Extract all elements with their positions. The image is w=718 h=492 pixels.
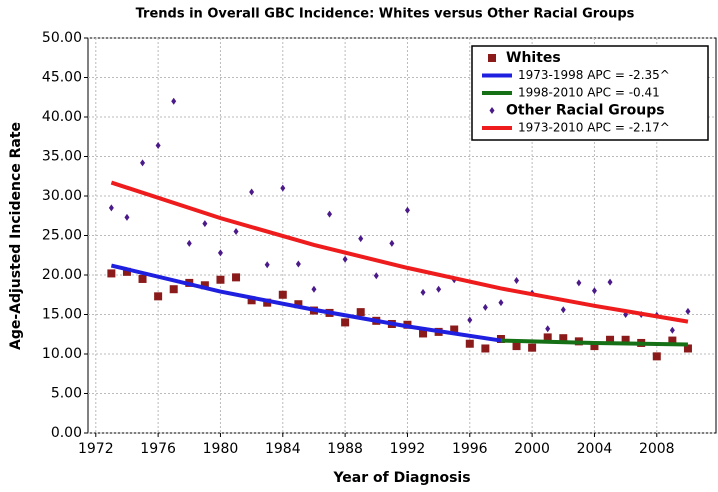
point	[171, 97, 177, 105]
point	[685, 307, 691, 315]
point	[450, 325, 459, 334]
point	[419, 329, 428, 338]
point	[186, 239, 192, 247]
point	[155, 141, 161, 149]
x-tick-label: 1988	[327, 441, 363, 457]
point	[498, 299, 504, 307]
y-tick-label: 40.00	[42, 109, 82, 125]
legend-label: 1998-2010 APC = -0.41	[518, 86, 660, 100]
point	[124, 213, 130, 221]
x-tick-label: 2004	[577, 441, 613, 457]
point	[467, 316, 473, 324]
point	[358, 235, 364, 243]
point	[528, 343, 537, 352]
point	[247, 296, 256, 305]
y-axis-label: Age-Adjusted Incidence Rate	[8, 122, 24, 350]
point	[482, 303, 488, 311]
legend-swatch	[488, 54, 496, 62]
y-tick-label: 0.00	[51, 425, 82, 441]
point	[278, 290, 287, 299]
legend-label: Whites	[506, 50, 561, 66]
point	[576, 279, 582, 287]
point	[233, 228, 239, 236]
x-tick-label: 1984	[265, 441, 301, 457]
point	[280, 184, 286, 192]
point	[311, 285, 317, 293]
point	[216, 275, 225, 284]
x-tick-label: 1992	[390, 441, 426, 457]
y-tick-label: 10.00	[42, 346, 82, 362]
point	[436, 285, 442, 293]
y-tick-label: 35.00	[42, 149, 82, 165]
point	[373, 272, 379, 280]
point	[342, 255, 348, 263]
point	[514, 277, 520, 285]
y-tick-label: 30.00	[42, 188, 82, 204]
point	[481, 344, 490, 353]
x-axis-label: Year of Diagnosis	[332, 470, 470, 486]
point	[543, 333, 552, 342]
legend-label: 1973-2010 APC = -2.17^	[518, 121, 670, 135]
point	[138, 274, 147, 283]
point	[606, 335, 615, 344]
point	[669, 326, 675, 334]
point	[108, 204, 114, 212]
y-tick-label: 45.00	[42, 70, 82, 86]
x-tick-label: 1972	[78, 441, 114, 457]
legend-swatch	[489, 107, 495, 114]
point	[140, 159, 146, 167]
point	[200, 281, 209, 290]
point	[559, 334, 568, 343]
trend-line	[110, 263, 502, 343]
y-tick-label: 20.00	[42, 267, 82, 283]
legend-label: 1973-1998 APC = -2.35^	[518, 68, 670, 82]
point	[217, 249, 223, 257]
point	[465, 339, 474, 348]
point	[341, 318, 350, 327]
x-tick-label: 2008	[639, 441, 675, 457]
point	[420, 288, 426, 296]
y-tick-label: 25.00	[42, 228, 82, 244]
trend-line	[110, 180, 689, 324]
point	[590, 342, 599, 351]
x-tick-label: 1996	[452, 441, 488, 457]
point	[122, 267, 131, 276]
point	[389, 239, 395, 247]
point	[202, 220, 208, 228]
point	[232, 273, 241, 282]
point	[264, 261, 270, 269]
x-tick-label: 1980	[203, 441, 239, 457]
legend-label: Other Racial Groups	[506, 103, 665, 119]
point	[668, 336, 677, 345]
trend-line	[500, 338, 688, 347]
point	[295, 260, 301, 268]
point	[607, 278, 613, 286]
point	[169, 285, 178, 294]
point	[294, 300, 303, 309]
point	[591, 287, 597, 295]
point	[356, 308, 365, 317]
x-tick-label: 2000	[514, 441, 550, 457]
point	[107, 269, 116, 278]
point	[652, 352, 661, 361]
y-tick-label: 5.00	[51, 386, 82, 402]
point	[327, 210, 333, 218]
x-tick-label: 1976	[140, 441, 176, 457]
point	[404, 206, 410, 214]
y-tick-label: 15.00	[42, 307, 82, 323]
point	[512, 342, 521, 351]
point	[154, 292, 163, 301]
chart-title: Trends in Overall GBC Incidence: Whites …	[136, 7, 635, 22]
point	[683, 344, 692, 353]
y-tick-label: 50.00	[42, 30, 82, 46]
point	[249, 188, 255, 196]
point	[621, 335, 630, 344]
point	[560, 306, 566, 314]
point	[545, 325, 551, 333]
